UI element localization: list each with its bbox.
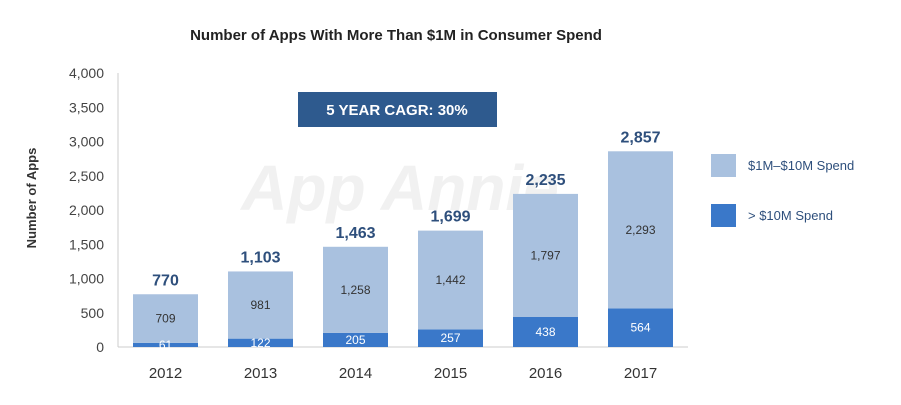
legend-swatch xyxy=(711,154,736,177)
x-tick-label: 2012 xyxy=(149,365,182,382)
legend-swatch xyxy=(711,204,736,227)
bar-segment-over-10m xyxy=(323,332,388,347)
total-label: 2,235 xyxy=(525,172,565,189)
data-label-1m-10m: 1,797 xyxy=(530,248,560,262)
cagr-box xyxy=(298,92,497,127)
data-label-over-10m: 257 xyxy=(440,331,460,345)
bar-segment-over-10m xyxy=(228,338,293,347)
bar-segment-over-10m xyxy=(418,329,483,347)
data-label-1m-10m: 1,258 xyxy=(340,283,370,297)
x-tick-label: 2015 xyxy=(434,365,467,382)
y-tick-label: 1,000 xyxy=(69,271,104,287)
y-tick-label: 1,500 xyxy=(69,236,104,252)
bar-segment-over-10m xyxy=(513,316,578,347)
bar-segment-over-10m xyxy=(608,308,673,347)
y-tick-label: 3,000 xyxy=(69,134,104,150)
x-tick-label: 2016 xyxy=(529,365,562,382)
y-tick-label: 0 xyxy=(96,339,104,355)
total-label: 1,699 xyxy=(430,209,470,226)
data-label-1m-10m: 709 xyxy=(155,312,175,326)
data-label-over-10m: 61 xyxy=(159,338,173,352)
watermark: App Annie xyxy=(239,152,559,224)
cagr-text: 5 YEAR CAGR: 30% xyxy=(326,102,467,119)
y-tick-label: 4,000 xyxy=(69,65,104,81)
x-tick-label: 2013 xyxy=(244,365,277,382)
data-label-over-10m: 205 xyxy=(345,333,365,347)
data-label-1m-10m: 981 xyxy=(250,298,270,312)
data-label-1m-10m: 1,442 xyxy=(435,273,465,287)
y-tick-label: 2,000 xyxy=(69,202,104,218)
y-tick-label: 3,500 xyxy=(69,99,104,115)
total-label: 2,857 xyxy=(620,129,660,146)
cagr-annotation: 5 YEAR CAGR: 30% xyxy=(298,92,497,127)
bar-segment-1m-10m xyxy=(323,246,388,333)
data-label-1m-10m: 2,293 xyxy=(625,223,655,237)
bar-segment-1m-10m xyxy=(608,151,673,309)
legend: $1M–$10M Spend > $10M Spend xyxy=(711,154,854,227)
chart-title: Number of Apps With More Than $1M in Con… xyxy=(190,27,602,44)
bars-group: 61 709 770 122 981 1,103 205 1,258 1,463 257 1,442… xyxy=(133,129,673,352)
legend-label: > $10M Spend xyxy=(748,208,833,223)
bar-segment-1m-10m xyxy=(133,294,198,343)
bar-segment-1m-10m xyxy=(513,193,578,317)
data-label-over-10m: 122 xyxy=(250,336,270,350)
x-tick-label: 2014 xyxy=(339,365,372,382)
data-label-over-10m: 438 xyxy=(535,325,555,339)
bar-segment-1m-10m xyxy=(228,271,293,339)
x-axis-ticks: 2012 2013 2014 2015 2016 2017 xyxy=(149,365,657,382)
total-label: 770 xyxy=(152,272,179,289)
y-axis-label: Number of Apps xyxy=(24,148,39,249)
bar-segment-over-10m xyxy=(133,342,198,347)
x-tick-label: 2017 xyxy=(624,365,657,382)
total-label: 1,463 xyxy=(335,225,375,242)
y-tick-label: 500 xyxy=(81,305,105,321)
data-label-over-10m: 564 xyxy=(630,321,650,335)
y-tick-label: 2,500 xyxy=(69,168,104,184)
total-label: 1,103 xyxy=(240,249,280,266)
legend-label: $1M–$10M Spend xyxy=(748,158,854,173)
y-axis-ticks: 0 500 1,000 1,500 2,000 2,500 3,000 3,500 4,000 xyxy=(69,65,104,355)
bar-segment-1m-10m xyxy=(418,230,483,330)
